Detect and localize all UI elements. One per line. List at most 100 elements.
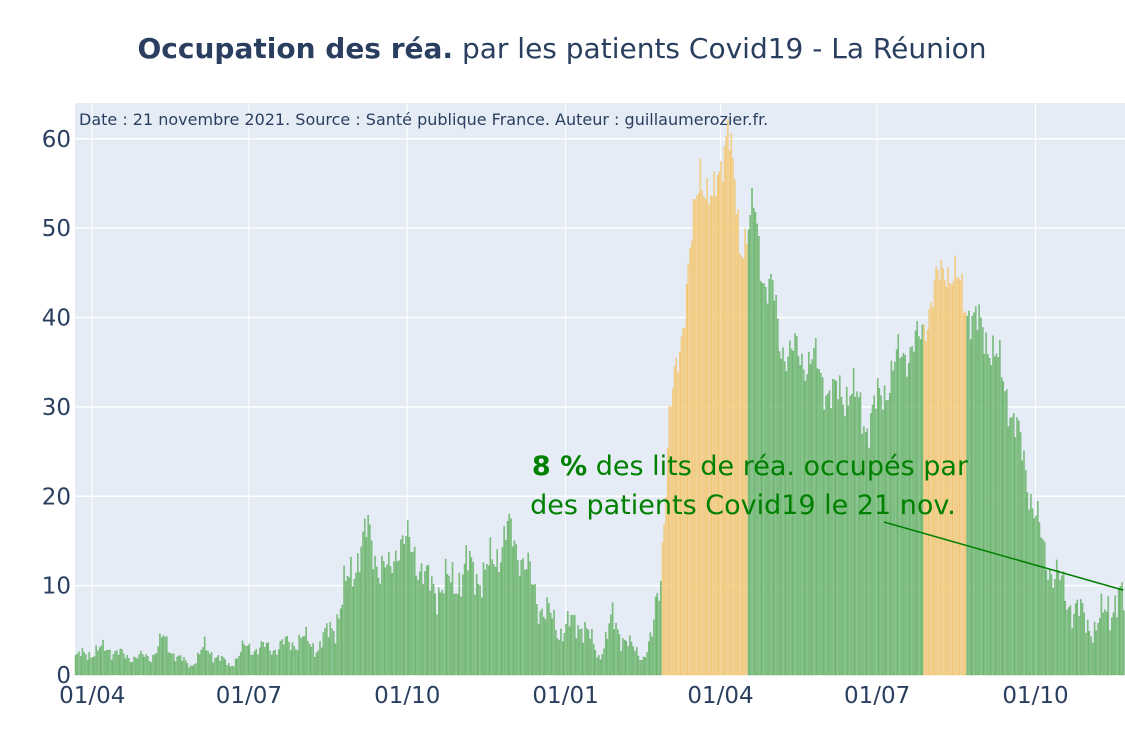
bar (627, 646, 629, 676)
bar (646, 652, 648, 676)
bar (221, 655, 223, 676)
bar (567, 611, 569, 676)
bar (709, 195, 712, 676)
bar (119, 648, 122, 676)
bar (665, 496, 667, 676)
chart-title: Occupation des réa. par les patients Cov… (138, 32, 987, 65)
bar (687, 263, 690, 676)
bar (188, 667, 190, 676)
bar (944, 279, 946, 676)
bar (468, 551, 471, 676)
bar (1004, 391, 1006, 676)
bar (949, 283, 951, 676)
bar (568, 626, 571, 676)
annotation-bold: 8 % (532, 451, 587, 482)
bar (890, 360, 893, 676)
y-tick-label: 30 (42, 395, 71, 421)
bar (1031, 508, 1034, 676)
bar (267, 642, 270, 676)
bar (288, 641, 290, 676)
bar (1078, 615, 1080, 676)
bar (334, 643, 337, 676)
bar (315, 652, 318, 676)
bar (1069, 605, 1072, 676)
bar (143, 656, 146, 676)
bar (658, 600, 660, 676)
bar (314, 656, 316, 676)
bar (644, 657, 647, 676)
bar (622, 638, 624, 676)
bar (296, 650, 299, 676)
bar (773, 301, 776, 676)
bar (81, 648, 84, 676)
bar (370, 540, 373, 676)
bar (759, 280, 762, 676)
bar (692, 199, 695, 676)
bar (539, 611, 542, 676)
bar (713, 172, 715, 676)
bar (882, 410, 884, 676)
bar (343, 565, 345, 676)
bar (880, 395, 882, 676)
bar (499, 562, 502, 676)
bar (150, 662, 153, 676)
bar (985, 332, 987, 676)
bar (432, 583, 435, 676)
y-tick-label: 10 (42, 574, 71, 600)
bar (224, 659, 227, 676)
bar (518, 575, 521, 676)
bar (289, 650, 292, 676)
bar (1021, 460, 1023, 676)
bar (284, 637, 287, 676)
bar (722, 182, 724, 676)
bar (207, 650, 209, 676)
bar (635, 647, 638, 676)
bar (1105, 611, 1108, 676)
bar (821, 377, 824, 676)
bar (611, 602, 614, 676)
bar (809, 364, 812, 676)
bar (1107, 596, 1110, 676)
bar (367, 514, 369, 676)
bar (105, 650, 108, 676)
bar (670, 406, 672, 676)
bar (86, 659, 89, 676)
bar (1050, 574, 1053, 676)
bar (136, 658, 139, 676)
bar (398, 560, 400, 676)
bar (892, 370, 894, 676)
bar (302, 636, 304, 676)
bar (980, 317, 982, 676)
bar (586, 628, 588, 676)
bar (222, 657, 225, 676)
bar (114, 651, 116, 676)
bar (868, 447, 870, 676)
bar (240, 651, 242, 676)
bar (833, 379, 836, 676)
bar (181, 660, 183, 676)
bar (155, 653, 158, 676)
bar (704, 199, 707, 676)
bar (560, 628, 562, 676)
bar (512, 546, 514, 676)
bar (346, 575, 349, 676)
bar (761, 283, 764, 676)
bar (467, 570, 469, 676)
bar (184, 660, 187, 676)
bar (558, 640, 560, 676)
bar (286, 636, 288, 676)
bar (258, 647, 261, 676)
bar (116, 650, 118, 676)
bar (601, 654, 603, 676)
bar (338, 618, 340, 676)
bar (1097, 623, 1099, 676)
x-tick-label: 01/10 (374, 683, 440, 709)
bar (382, 561, 385, 676)
bar (648, 641, 650, 676)
bar (295, 649, 297, 676)
bar (148, 661, 151, 676)
bar (1071, 628, 1073, 676)
bar (234, 658, 237, 676)
bar (145, 654, 147, 676)
bar-series (74, 119, 1125, 676)
